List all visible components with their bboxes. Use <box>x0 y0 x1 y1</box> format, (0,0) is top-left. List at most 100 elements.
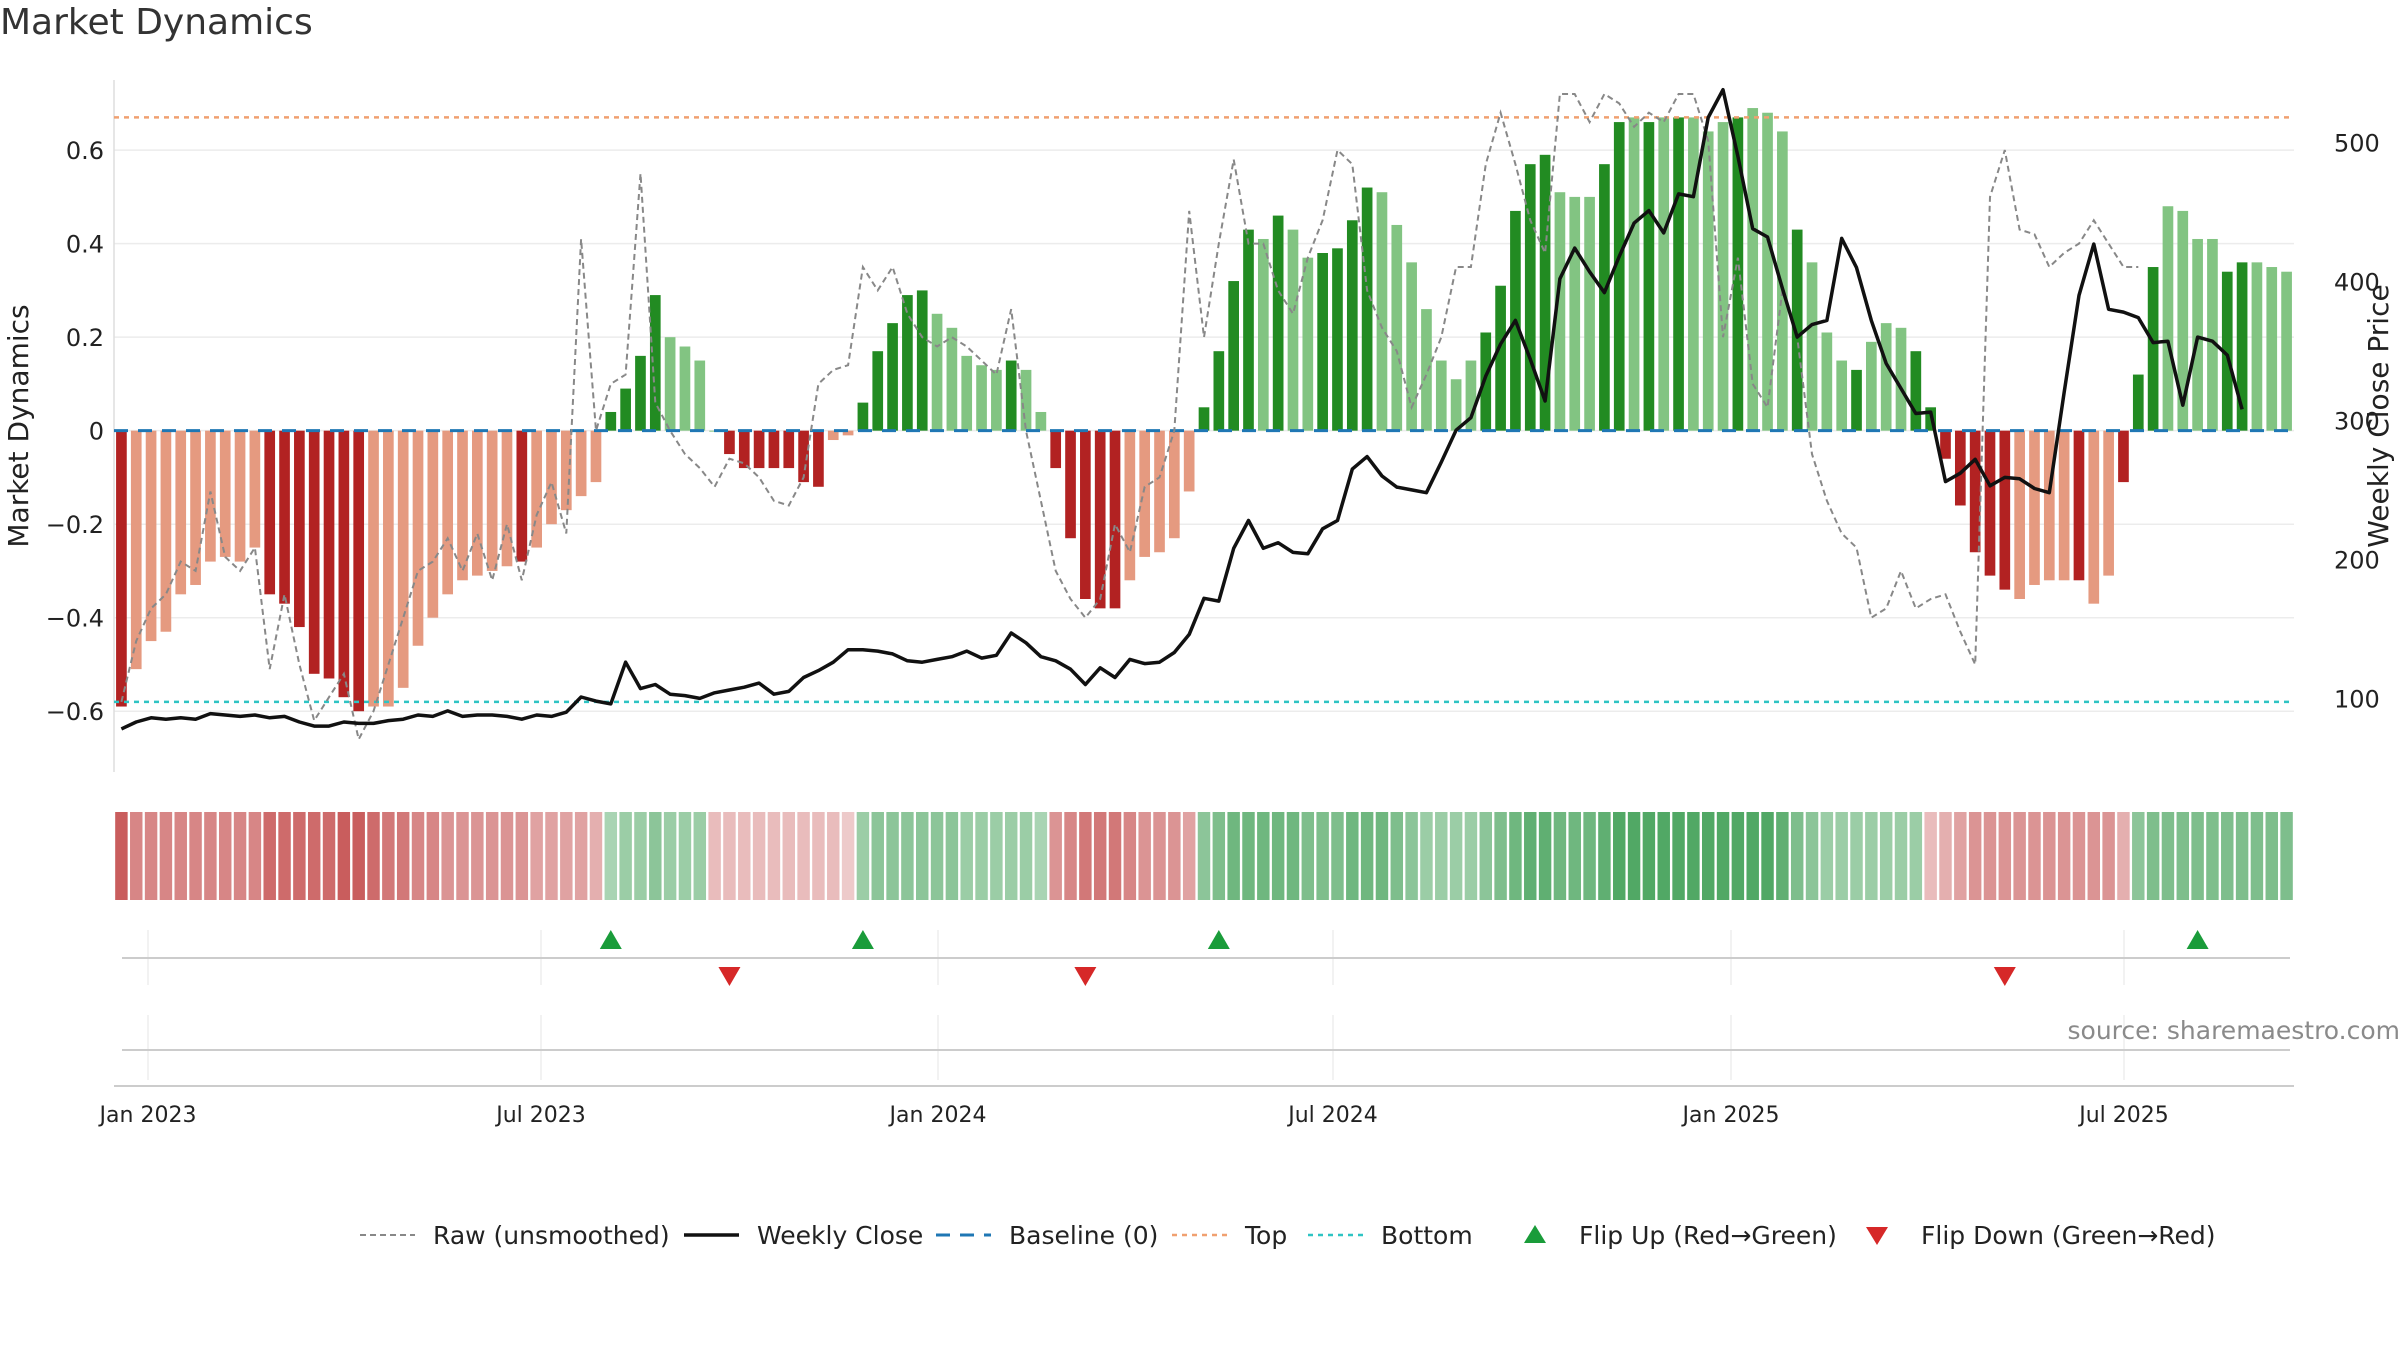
x-tick-label: Jul 2024 <box>1286 1103 1378 1128</box>
bar <box>309 431 320 674</box>
bar <box>2192 239 2203 431</box>
regime-strip-cell <box>1346 812 1358 900</box>
y-tick-label: 0.2 <box>66 324 104 352</box>
regime-strip-cell <box>1242 812 1254 900</box>
bar <box>2207 239 2218 431</box>
bar <box>1421 309 1432 431</box>
bar <box>1228 281 1239 431</box>
bar <box>531 431 542 548</box>
bar <box>1985 431 1996 576</box>
regime-strip-cell <box>827 812 839 900</box>
weekly-close-line <box>121 90 2242 729</box>
regime-strip-cell <box>1435 812 1447 900</box>
regime-strip-cell <box>1999 812 2011 900</box>
bar <box>1258 239 1269 431</box>
bar <box>294 431 305 627</box>
regime-strip-cell <box>1257 812 1269 900</box>
regime-strip-cell <box>753 812 765 900</box>
bar <box>2281 272 2292 431</box>
regime-strip-cell <box>1480 812 1492 900</box>
regime-strip-cell <box>857 812 869 900</box>
bar <box>2118 431 2129 482</box>
bar <box>1288 230 1299 431</box>
regime-strip-cell <box>797 812 809 900</box>
regime-strip-cell <box>1746 812 1758 900</box>
bar <box>339 431 350 698</box>
regime-strip-cell <box>397 812 409 900</box>
regime-strip-cell <box>1687 812 1699 900</box>
bar <box>754 431 765 468</box>
bar <box>1673 117 1684 430</box>
flip-up-marker <box>1208 930 1230 949</box>
x-tick-label: Jan 2023 <box>98 1103 197 1128</box>
bar <box>1243 230 1254 431</box>
y-tick-label: −0.6 <box>46 698 104 726</box>
regime-strip-cell <box>1376 812 1388 900</box>
bar <box>902 295 913 431</box>
regime-strip-cell <box>2132 812 2144 900</box>
regime-strip-cell <box>1035 812 1047 900</box>
regime-strip-cell <box>1287 812 1299 900</box>
regime-strip-cell <box>634 812 646 900</box>
x-tick-label: Jul 2023 <box>494 1103 586 1128</box>
regime-strip-cell <box>1272 812 1284 900</box>
regime-strip-cell <box>1391 812 1403 900</box>
bar <box>858 403 869 431</box>
regime-strip-cell <box>2058 812 2070 900</box>
bar <box>324 431 335 679</box>
bar <box>961 356 972 431</box>
bar <box>1391 225 1402 431</box>
flip-up-marker <box>852 930 874 949</box>
regime-strip-cell <box>323 812 335 900</box>
regime-strip-cell <box>2102 812 2114 900</box>
bar <box>620 389 631 431</box>
regime-strip-cell <box>471 812 483 900</box>
bar <box>2044 431 2055 581</box>
y2-tick-label: 100 <box>2334 685 2380 713</box>
bar <box>1302 258 1313 431</box>
regime-strip-cell <box>842 812 854 900</box>
bar <box>1199 407 1210 430</box>
bar <box>872 351 883 430</box>
y-tick-label: 0 <box>89 418 104 446</box>
regime-strip-cell <box>2236 812 2248 900</box>
regime-strip-cell <box>1643 812 1655 900</box>
regime-strip-cell <box>901 812 913 900</box>
flip-down-marker <box>718 967 740 986</box>
bar <box>932 314 943 431</box>
regime-strip-cell <box>516 812 528 900</box>
regime-strip-cell <box>783 812 795 900</box>
regime-strip-cell <box>679 812 691 900</box>
bar <box>1747 108 1758 431</box>
regime-strip-cell <box>1850 812 1862 900</box>
bar <box>442 431 453 595</box>
bar <box>398 431 409 688</box>
regime-strip-cell <box>145 812 157 900</box>
regime-strip-cell <box>664 812 676 900</box>
flip-down-marker <box>1994 967 2016 986</box>
bar <box>813 431 824 487</box>
regime-strip-cell <box>456 812 468 900</box>
legend-label: Top <box>1244 1221 1287 1250</box>
regime-strip-cell <box>263 812 275 900</box>
regime-strip-cell <box>1064 812 1076 900</box>
bar <box>205 431 216 562</box>
regime-strip-cell <box>2043 812 2055 900</box>
regime-strip-cell <box>2221 812 2233 900</box>
regime-strip-cell <box>1628 812 1640 900</box>
chart-title: Market Dynamics <box>0 2 313 43</box>
y2-tick-label: 200 <box>2334 546 2380 574</box>
bar <box>1021 370 1032 431</box>
legend-label: Baseline (0) <box>1009 1221 1158 1250</box>
regime-strip-cell <box>1598 812 1610 900</box>
regime-strip-cell <box>886 812 898 900</box>
regime-strip-cell <box>427 812 439 900</box>
bar <box>976 365 987 430</box>
bar <box>2163 206 2174 430</box>
regime-strip-cell <box>219 812 231 900</box>
legend-flip-down-swatch <box>1866 1227 1888 1245</box>
bar <box>576 431 587 496</box>
legend-label: Flip Down (Green→Red) <box>1921 1221 2216 1250</box>
bar <box>1125 431 1136 581</box>
